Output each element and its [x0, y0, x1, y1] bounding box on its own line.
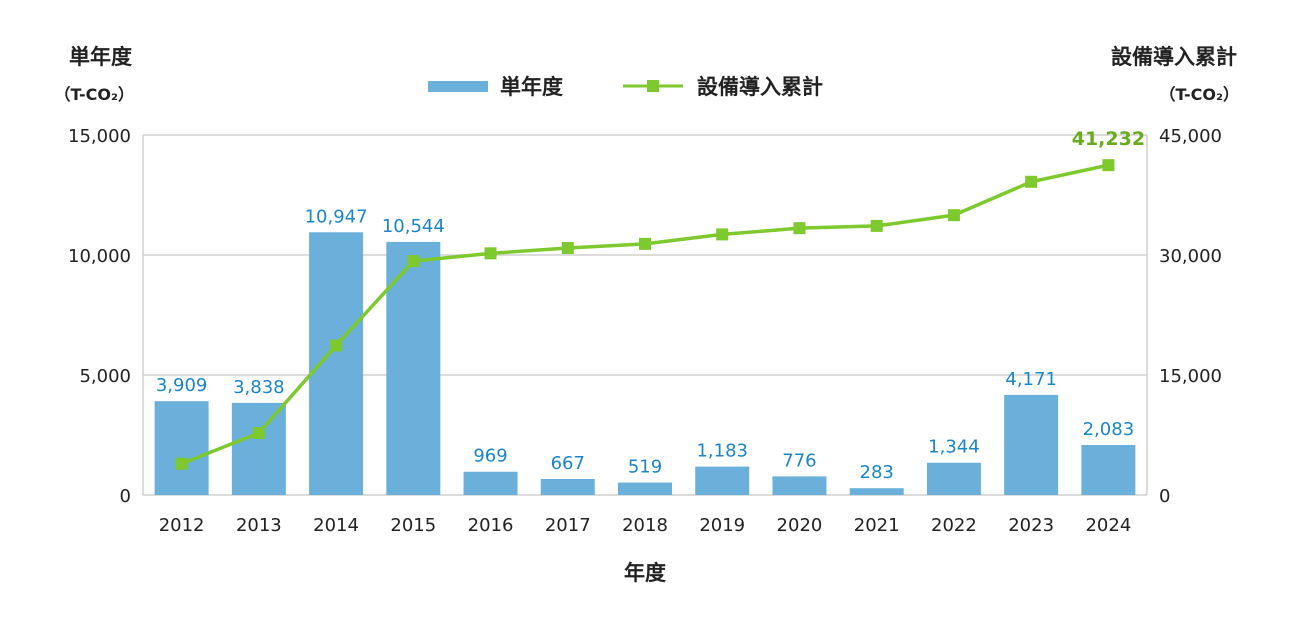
bar-label-2021: 283: [860, 462, 894, 483]
line-marker-2022: [947, 209, 960, 222]
line-marker-2013: [252, 427, 265, 440]
bar-label-2013: 3,838: [233, 377, 285, 398]
left-tick-label: 5,000: [79, 366, 131, 387]
line-marker-2017: [561, 242, 574, 255]
bar-2017: [540, 478, 595, 495]
line-marker-2019: [716, 228, 729, 241]
x-tick-label: 2021: [854, 515, 900, 536]
bar-label-2020: 776: [782, 450, 816, 471]
line-marker-2018: [639, 237, 651, 250]
bar-2024: [1081, 445, 1136, 495]
x-tick-label: 2023: [1008, 515, 1054, 536]
x-tick-label: 2018: [622, 515, 668, 536]
line-marker-2021: [870, 219, 883, 232]
cumulative-end-label: 41,232: [1072, 128, 1145, 150]
bar-2015: [386, 241, 441, 495]
bar-label-2016: 969: [473, 446, 507, 467]
line-marker-2024: [1102, 159, 1115, 172]
labels: 0 5,000 10,000 15,000 0 15,000 30,000 45,000 3,9…: [68, 126, 1222, 536]
bar-label-2019: 1,183: [696, 441, 748, 462]
line-marker-2016: [484, 247, 497, 260]
bar-2021: [849, 488, 904, 495]
legend-bar-label: 単年度: [500, 75, 563, 99]
x-tick-label: 2019: [699, 515, 745, 536]
cumulative-line: [175, 159, 1115, 470]
bar-2019: [695, 466, 750, 495]
bar-label-2022: 1,344: [928, 437, 980, 458]
left-tick-label: 10,000: [68, 246, 131, 267]
x-tick-label: 2015: [390, 515, 436, 536]
bar-label-2015: 10,544: [382, 216, 445, 237]
x-tick-label: 2012: [159, 515, 205, 536]
line-marker-2012: [175, 457, 188, 470]
bar-2020: [772, 476, 827, 495]
grid: [142, 134, 1148, 496]
legend: 単年度 設備導入累計: [428, 75, 823, 99]
line-marker-2020: [793, 222, 806, 235]
right-tick-label: 0: [1159, 486, 1170, 507]
line-marker-2023: [1025, 175, 1038, 188]
right-tick-label: 15,000: [1159, 366, 1222, 387]
right-axis-title: 設備導入累計: [1111, 45, 1237, 69]
right-axis-unit: （T-CO₂）: [1159, 85, 1239, 104]
bar-2022: [926, 462, 981, 495]
legend-line-marker: [647, 80, 659, 92]
legend-bar-swatch: [428, 81, 488, 92]
bar-label-2012: 3,909: [156, 375, 208, 396]
x-tick-label: 2020: [777, 515, 823, 536]
x-tick-label: 2016: [468, 515, 514, 536]
x-tick-label: 2022: [931, 515, 977, 536]
bar-label-2014: 10,947: [305, 206, 368, 227]
x-tick-label: 2017: [545, 515, 591, 536]
bar-label-2017: 667: [551, 453, 585, 474]
bar-2013: [231, 402, 286, 495]
left-axis-title: 単年度: [69, 45, 132, 69]
right-tick-label: 30,000: [1159, 246, 1222, 267]
x-tick-label: 2013: [236, 515, 282, 536]
bar-2016: [463, 471, 518, 495]
line-marker-2015: [407, 255, 420, 268]
x-tick-label: 2014: [313, 515, 359, 536]
right-tick-label: 45,000: [1159, 126, 1222, 147]
bar-label-2024: 2,083: [1083, 419, 1135, 440]
line-marker-2014: [330, 339, 343, 352]
bar-label-2018: 519: [628, 457, 662, 478]
x-tick-label: 2024: [1085, 515, 1131, 536]
left-tick-label: 0: [120, 486, 131, 507]
bar-2018: [618, 482, 672, 495]
legend-line-label: 設備導入累計: [697, 75, 823, 99]
left-tick-label: 15,000: [68, 126, 131, 147]
bar-2012: [154, 401, 209, 495]
bar-label-2023: 4,171: [1005, 369, 1057, 390]
left-axis-unit: （T-CO₂）: [54, 85, 134, 104]
bar-2014: [309, 232, 364, 495]
x-axis-title: 年度: [624, 561, 666, 585]
bar-2023: [1004, 394, 1059, 495]
